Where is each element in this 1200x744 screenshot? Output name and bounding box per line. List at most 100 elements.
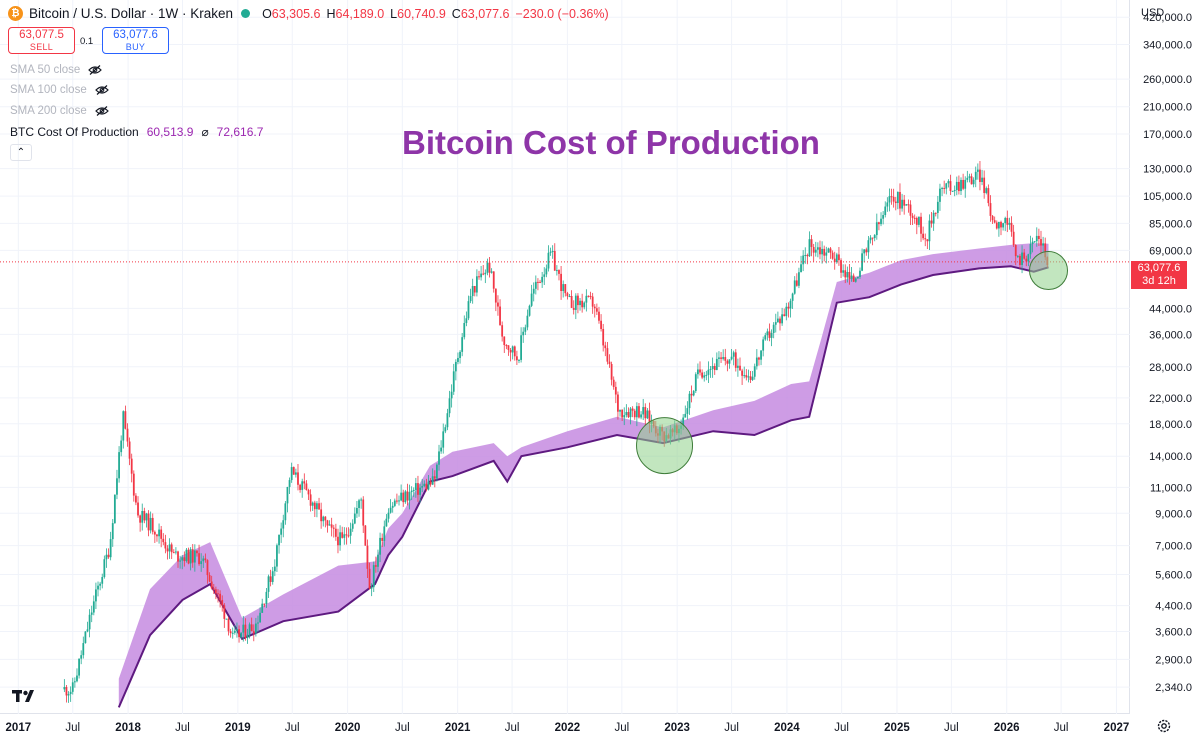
price-candle-body [446, 413, 449, 428]
price-candle-body [713, 366, 716, 370]
indicator-btc-cost-of-production[interactable]: BTC Cost Of Production 60,513.9 ⌀ 72,616… [10, 125, 263, 139]
price-candle-body [863, 249, 866, 254]
eye-off-icon[interactable] [94, 106, 109, 116]
price-candle-body [734, 352, 737, 368]
price-candle-body [968, 176, 971, 178]
y-tick-label: 44,000.0 [1149, 303, 1192, 315]
x-tick-label: Jul [285, 722, 300, 734]
price-candle-body [591, 296, 594, 307]
price-candle-body [943, 187, 946, 189]
currency-select[interactable]: USD [1136, 4, 1194, 24]
price-candle-body [970, 176, 973, 185]
y-tick-label: 210,000.0 [1143, 102, 1192, 114]
price-candle-body [189, 549, 192, 564]
price-candle-body [238, 629, 240, 638]
collapse-legend-button[interactable]: ⌃ [10, 144, 32, 161]
price-candle-body [633, 410, 636, 418]
price-candle-body [566, 293, 569, 297]
price-candle-body [880, 218, 882, 225]
price-candle-body [261, 603, 264, 613]
price-candle-body [692, 391, 695, 396]
price-candle-body [726, 360, 729, 364]
price-candle-body [425, 483, 428, 490]
price-candle-body [410, 490, 413, 493]
price-candle-body [427, 481, 430, 490]
price-candle-body [78, 658, 80, 676]
eye-off-icon[interactable] [94, 85, 109, 95]
indicator-label: BTC Cost Of Production [10, 125, 139, 139]
chart-area[interactable] [0, 0, 1130, 714]
price-candle-body [492, 271, 495, 289]
price-candle-body [551, 251, 554, 253]
indicator-sma-50[interactable]: SMA 50 close [10, 64, 103, 76]
indicator-sma-100[interactable]: SMA 100 close [10, 84, 109, 96]
price-candle-body [265, 591, 268, 604]
price-chart[interactable] [0, 0, 1130, 714]
price-candle-body [305, 483, 308, 490]
price-axis[interactable]: 420,000.0 340,000.0 260,000.0 210,000.0 170,… [1130, 0, 1200, 714]
price-candle-body [145, 513, 148, 521]
price-candle-body [484, 272, 487, 275]
price-candle-body [545, 268, 548, 275]
price-candle-body [273, 566, 276, 572]
price-candle-body [587, 295, 590, 297]
price-candle-body [703, 375, 706, 378]
price-candle-body [368, 568, 371, 589]
price-candle-body [989, 203, 992, 216]
sell-button[interactable]: 63,077.5 SELL [8, 27, 75, 54]
price-candle-body [612, 379, 615, 387]
x-tick-label: Jul [834, 722, 849, 734]
price-candle-body [827, 248, 830, 253]
settings-gear-icon[interactable] [1156, 718, 1172, 734]
price-candle-body [347, 535, 350, 537]
price-candle-body [353, 513, 356, 524]
price-candle-body [473, 285, 476, 293]
price-candle-body [337, 536, 339, 546]
price-candle-body [869, 237, 872, 241]
price-candle-body [848, 272, 851, 279]
y-tick-label: 9,000.0 [1155, 508, 1192, 520]
price-candle-body [313, 502, 316, 510]
price-candle-body [976, 169, 979, 172]
price-candle-body [909, 204, 912, 216]
price-candle-body [259, 612, 261, 623]
price-candle-body [358, 500, 360, 508]
price-candle-body [105, 554, 108, 560]
price-candle-body [781, 314, 783, 324]
price-candle-body [457, 357, 459, 362]
price-candle-body [421, 486, 424, 488]
eye-off-icon[interactable] [88, 65, 103, 75]
price-candle-body [768, 331, 771, 338]
price-candle-body [850, 275, 853, 279]
price-candle-body [934, 212, 937, 214]
time-axis[interactable]: 2017 Jul 2018 Jul 2019 Jul 2020 Jul 2021 Jul 2022 J… [0, 714, 1130, 739]
price-candle-body [829, 248, 832, 253]
price-candle-body [480, 273, 483, 278]
current-price-tag: 63,077.6 3d 12h [1131, 261, 1187, 289]
symbol-title[interactable]: Bitcoin / U.S. Dollar · 1W · Kraken [29, 6, 234, 21]
price-candle-body [806, 254, 809, 257]
price-candle-body [585, 295, 588, 303]
price-candle-body [856, 276, 859, 279]
price-candle-body [406, 491, 409, 501]
price-candle-body [600, 320, 602, 329]
price-candle-body [646, 410, 649, 419]
price-candle-body [116, 478, 118, 495]
price-candle-body [322, 516, 325, 522]
price-candle-body [682, 417, 685, 426]
indicator-sma-200[interactable]: SMA 200 close [10, 105, 109, 117]
price-candle-body [608, 361, 611, 365]
price-candle-body [922, 233, 925, 239]
price-candle-body [701, 372, 704, 378]
price-candle-body [320, 509, 323, 522]
price-candle-body [913, 217, 916, 219]
price-candle-body [833, 258, 836, 263]
price-candles [63, 160, 1049, 703]
price-candle-body [187, 549, 190, 564]
price-candle-body [595, 308, 598, 312]
price-candle-body [76, 675, 78, 682]
tradingview-logo-icon[interactable] [12, 688, 40, 704]
price-candle-body [764, 335, 767, 340]
price-candle-body [297, 472, 299, 485]
buy-button[interactable]: 63,077.6 BUY [102, 27, 169, 54]
